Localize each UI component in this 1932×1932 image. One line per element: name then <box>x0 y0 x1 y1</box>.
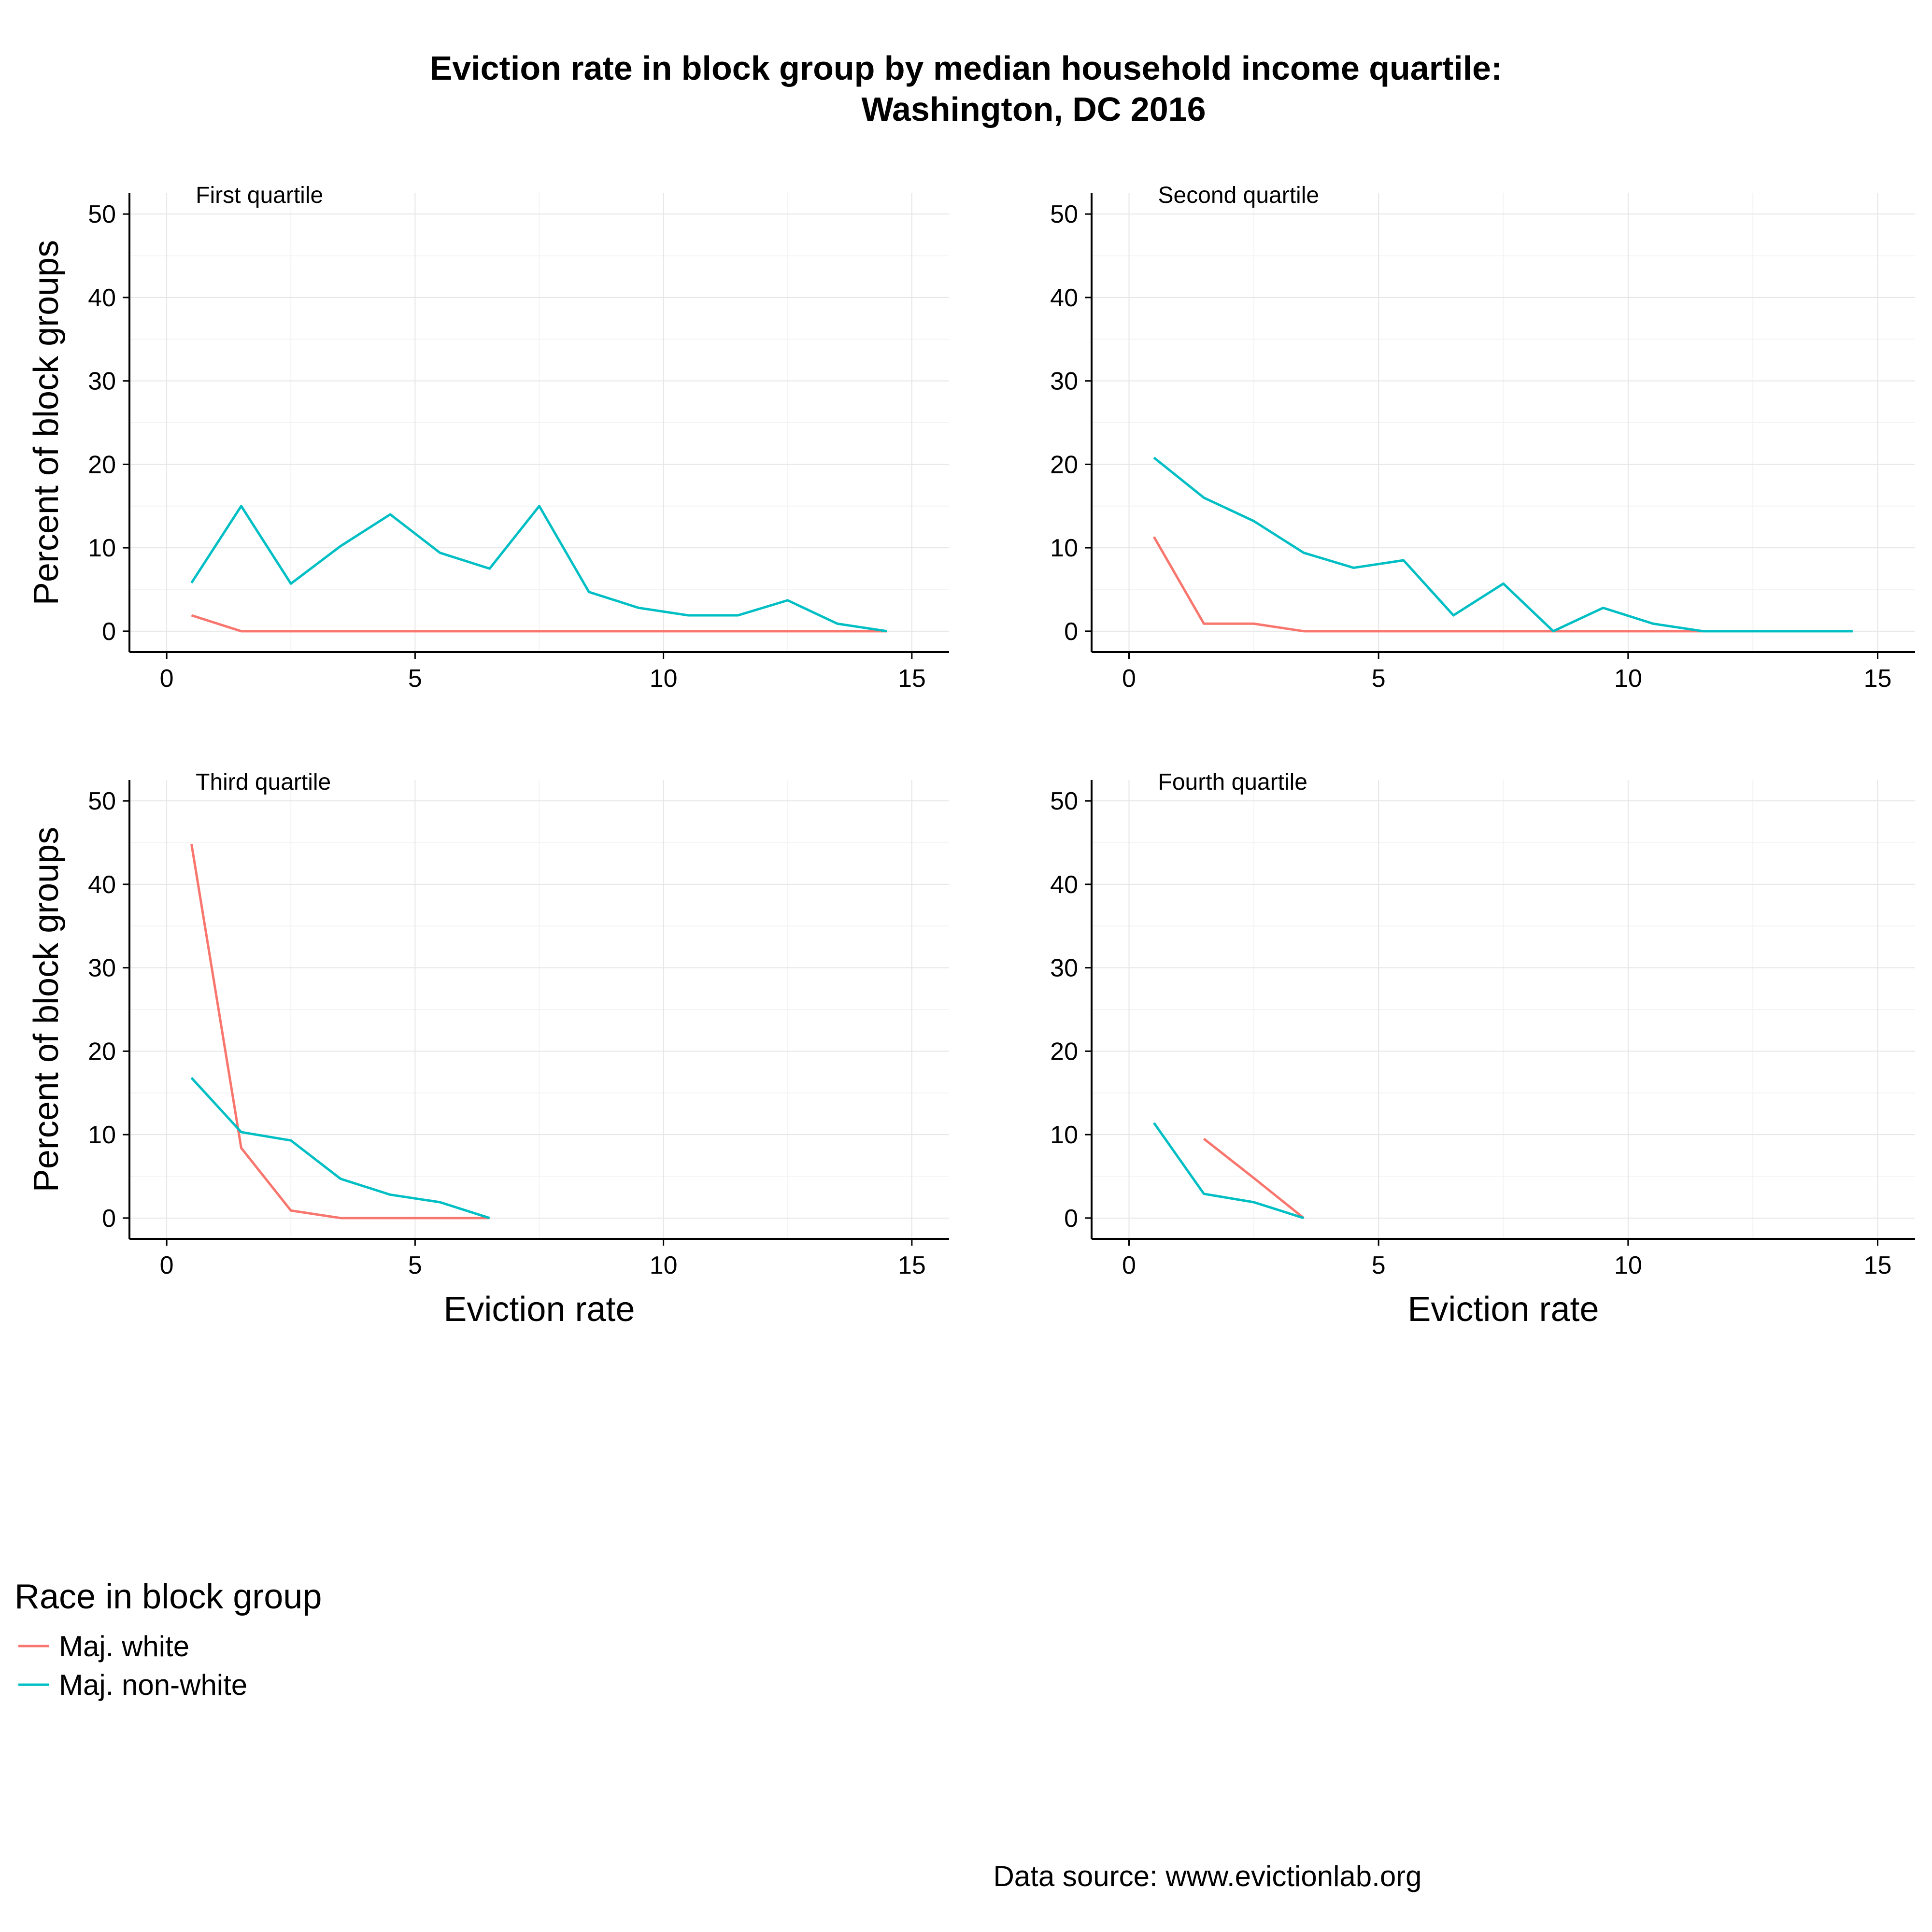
y-tick-label: 0 <box>1064 618 1078 646</box>
y-tick-label: 0 <box>102 618 116 646</box>
y-tick-label: 30 <box>88 954 116 982</box>
facet-label: First quartile <box>196 183 323 208</box>
x-tick-label: 0 <box>160 1251 174 1279</box>
y-tick-label: 20 <box>1050 451 1078 479</box>
data-point <box>191 582 192 583</box>
x-tick-label: 0 <box>1122 1251 1136 1279</box>
y-tick-label: 20 <box>88 1037 116 1065</box>
x-tick-label: 15 <box>1864 1251 1892 1279</box>
y-tick-label: 30 <box>1050 368 1078 396</box>
y-tick-label: 0 <box>1064 1205 1078 1233</box>
series-line-maj-non-white <box>190 1077 490 1220</box>
y-tick-label: 10 <box>88 534 116 562</box>
facet-panel-2: 0 5 10 15 0 10 20 30 40 50 Second quartile <box>1050 183 1915 693</box>
data-point <box>191 844 192 845</box>
data-point <box>489 568 490 569</box>
chart-title: Eviction rate in block group by median h… <box>430 49 1503 87</box>
y-tick-label: 50 <box>1050 787 1078 815</box>
legend-label: Maj. white <box>59 1630 189 1662</box>
x-tick-label: 10 <box>1614 665 1642 693</box>
y-tick-label: 50 <box>88 200 116 228</box>
facet-label: Fourth quartile <box>1158 769 1308 795</box>
y-tick-label: 10 <box>88 1121 116 1149</box>
y-axis-title: Percent of block groups <box>27 240 66 605</box>
data-point <box>1253 1202 1254 1203</box>
y-tick-label: 0 <box>102 1205 116 1233</box>
y-tick-label: 20 <box>1050 1037 1078 1065</box>
data-source-caption: Data source: www.evictionlab.org <box>993 1860 1421 1892</box>
x-tick-label: 15 <box>1864 665 1892 693</box>
x-tick-label: 0 <box>1122 665 1136 693</box>
y-tick-label: 50 <box>1050 200 1078 228</box>
legend-label: Maj. non-white <box>59 1669 247 1701</box>
facet-label: Third quartile <box>196 769 331 795</box>
x-tick-label: 5 <box>408 1251 422 1279</box>
legend-title: Race in block group <box>14 1577 322 1616</box>
facet-panel-4: 0 5 10 15 0 10 20 30 40 50 Fourth quartile Eviction… <box>1050 769 1915 1329</box>
x-tick-label: 15 <box>898 1251 926 1279</box>
data-point <box>191 615 192 616</box>
y-tick-label: 40 <box>88 871 116 899</box>
y-tick-label: 10 <box>1050 1121 1078 1149</box>
x-tick-label: 10 <box>1614 1251 1642 1279</box>
y-tick-label: 10 <box>1050 534 1078 562</box>
series-line-maj-white <box>190 844 490 1220</box>
y-tick-label: 40 <box>1050 871 1078 899</box>
x-axis-title: Eviction rate <box>443 1290 635 1329</box>
y-tick-label: 30 <box>88 368 116 396</box>
data-point <box>1403 560 1404 561</box>
y-axis-title: Percent of block groups <box>27 827 66 1192</box>
facet-label: Second quartile <box>1158 183 1320 208</box>
x-tick-label: 5 <box>1372 1251 1386 1279</box>
data-point <box>1503 583 1504 584</box>
y-tick-label: 40 <box>1050 284 1078 312</box>
chart-subtitle: Washington, DC 2016 <box>861 90 1206 128</box>
series-line-maj-non-white <box>1153 1122 1304 1220</box>
facet-panel-3: 0 5 10 15 0 10 20 30 40 50 Third quartile Percent o… <box>27 769 949 1329</box>
facet-panel-1: 0 5 10 15 0 10 20 30 40 50 First quartile Percent o… <box>27 183 949 693</box>
series-line-maj-white <box>1152 536 1703 633</box>
x-tick-label: 15 <box>898 665 926 693</box>
x-tick-label: 5 <box>408 665 422 693</box>
x-tick-label: 5 <box>1372 665 1386 693</box>
y-tick-label: 50 <box>88 787 116 815</box>
legend-entries: Maj. white Maj. non-white <box>18 1630 247 1701</box>
x-axis-title: Eviction rate <box>1407 1290 1599 1329</box>
y-tick-label: 40 <box>88 284 116 312</box>
legend: Race in block group Maj. white Maj. non-w… <box>14 1577 322 1701</box>
y-tick-label: 30 <box>1050 954 1078 982</box>
x-tick-label: 10 <box>650 665 678 693</box>
x-tick-label: 10 <box>650 1251 678 1279</box>
data-point <box>1453 615 1454 616</box>
data-point <box>688 615 689 616</box>
y-tick-label: 20 <box>88 451 116 479</box>
x-tick-label: 0 <box>160 665 174 693</box>
